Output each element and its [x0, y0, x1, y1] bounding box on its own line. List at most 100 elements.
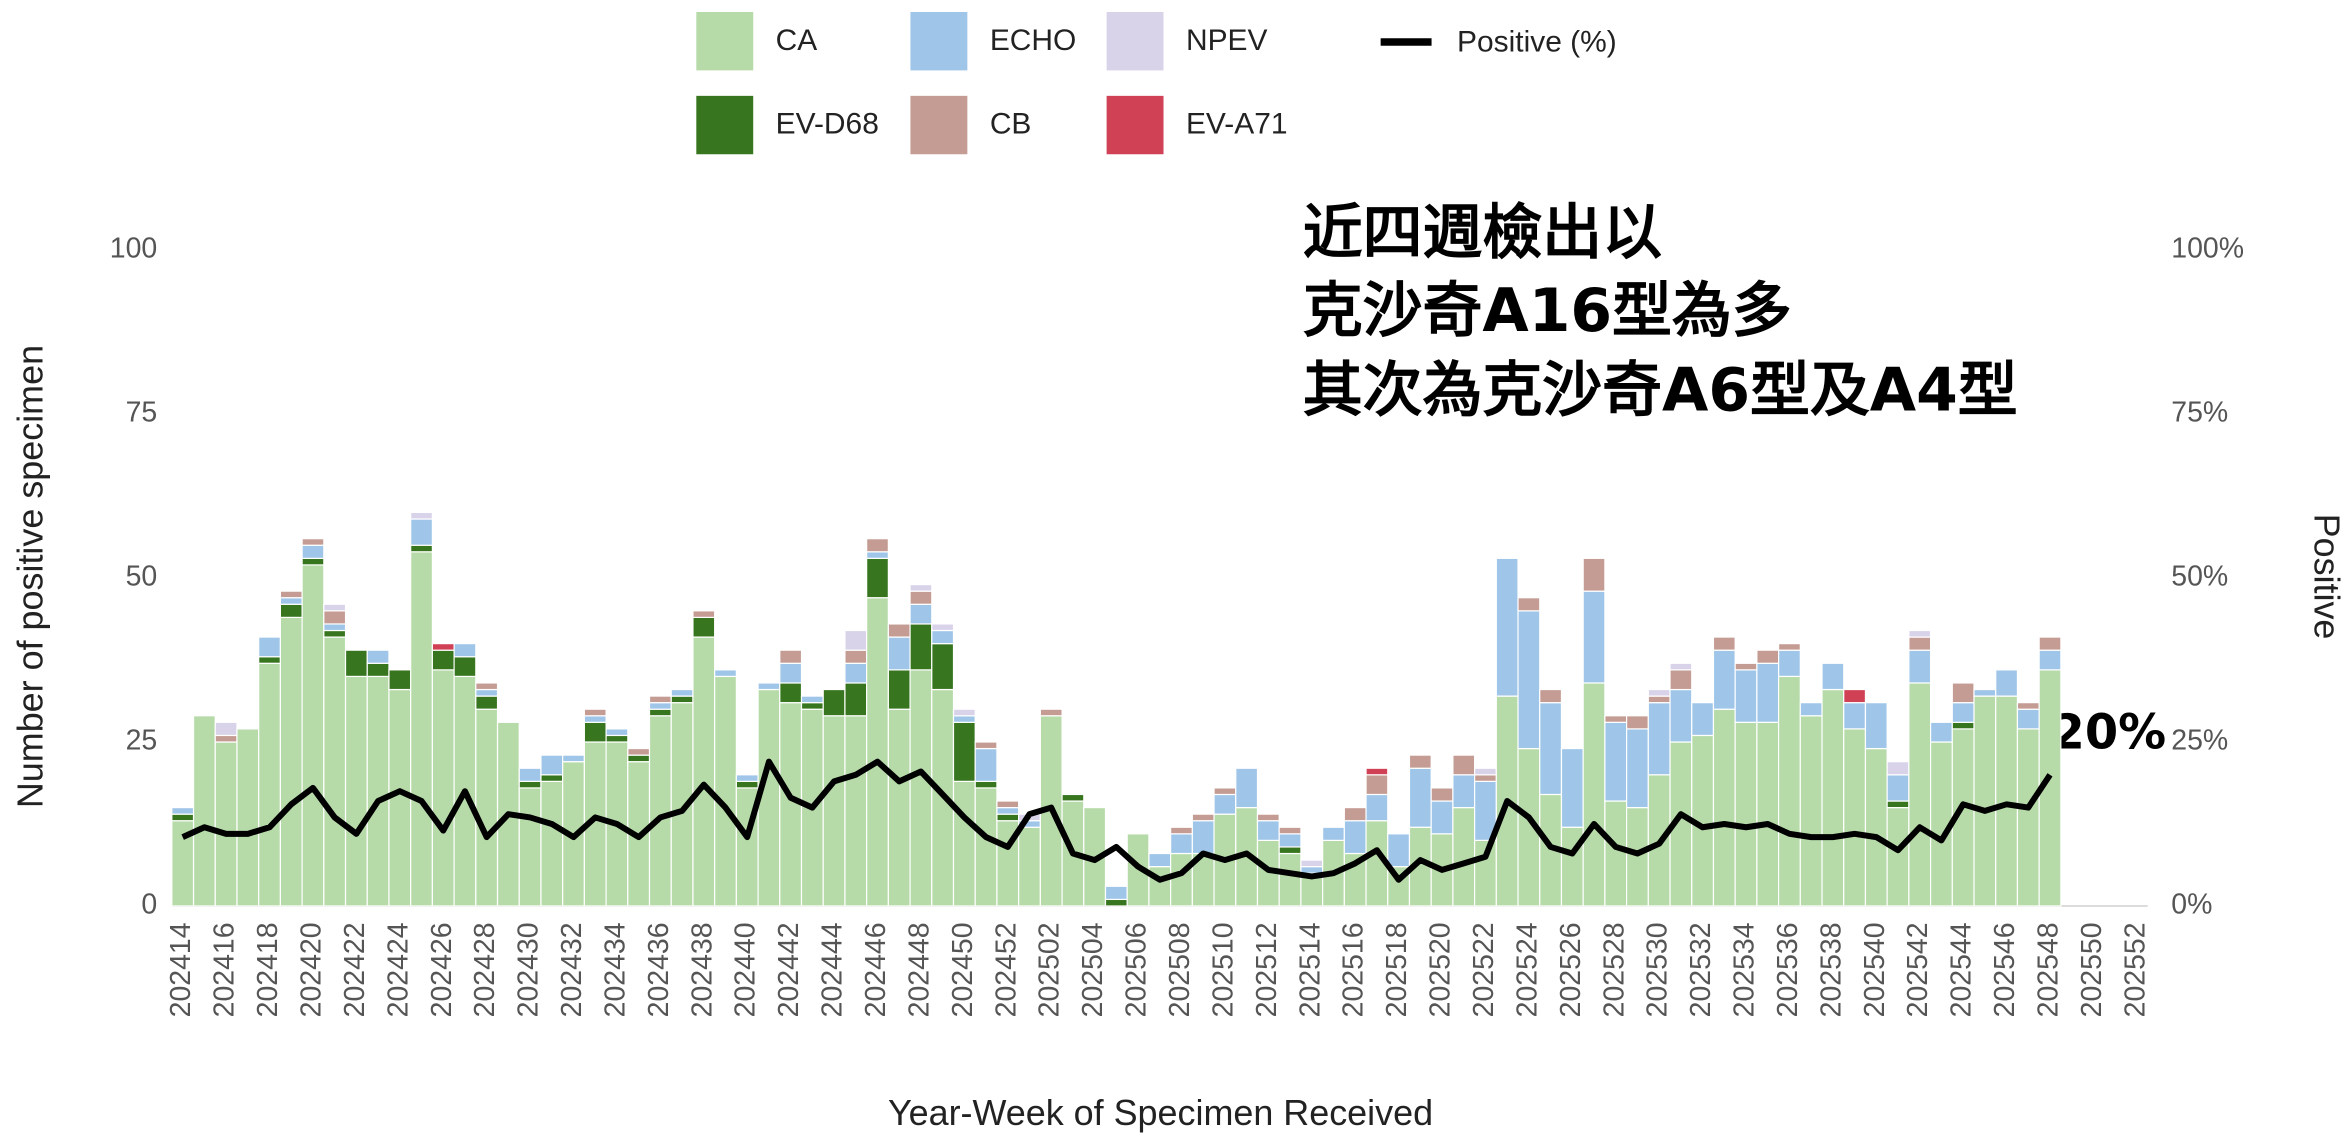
x-tick-label: 202536 — [1772, 922, 1804, 1017]
x-tick-label: 202548 — [2033, 922, 2065, 1017]
bar-segment — [866, 597, 889, 907]
bar-segment — [214, 734, 238, 743]
bar-segment — [562, 754, 585, 763]
bar-segment — [648, 715, 672, 907]
bar-segment — [1560, 747, 1584, 828]
bar-segment — [344, 675, 368, 907]
bar-segment — [1582, 557, 1606, 592]
bar-segment — [518, 780, 542, 789]
x-tick-label: 202516 — [1338, 922, 1370, 1017]
bar-segment — [779, 662, 803, 684]
bar-segment — [1712, 649, 1736, 710]
annotation: 克沙奇A16型為多 — [1303, 276, 1792, 346]
bar-segment — [931, 623, 955, 632]
bar-segment — [1951, 702, 1975, 723]
x-tick-label: 202546 — [1989, 922, 2021, 1017]
y-tick-label: 75 — [126, 397, 158, 429]
x-tick-label: 202448 — [903, 922, 935, 1017]
bar-segment — [1539, 688, 1563, 704]
bar-segment — [887, 708, 911, 907]
bar-segment — [258, 662, 281, 907]
bar-segment — [1213, 793, 1237, 815]
bar-segment — [1799, 715, 1823, 907]
bar-segment — [279, 590, 303, 599]
bar-segment — [475, 708, 499, 907]
bar-segment — [1408, 754, 1432, 769]
x-tick-label: 202430 — [513, 922, 545, 1017]
bar-segment — [1821, 662, 1845, 691]
bar-segment — [1582, 590, 1606, 684]
legend-label: EV-A71 — [1186, 108, 1288, 141]
bar-segment — [1886, 761, 1910, 776]
bar-segment — [1777, 643, 1801, 651]
bar-segment — [1495, 557, 1519, 697]
legend-label: CB — [990, 108, 1032, 141]
bar-segment — [996, 813, 1020, 822]
x-tick-label: 202446 — [860, 922, 892, 1017]
y2-tick-label: 100% — [2171, 233, 2244, 265]
bar-segment — [301, 538, 325, 546]
bar-segment — [410, 551, 433, 907]
x-tick-label: 202550 — [2076, 922, 2108, 1017]
bar-segment — [779, 649, 803, 664]
bar-segment — [1452, 774, 1476, 809]
bar-segment — [1517, 610, 1541, 750]
legend-swatch — [910, 95, 968, 155]
bar-segment — [714, 669, 737, 678]
bar-segment — [475, 688, 499, 697]
bar-segment — [1864, 747, 1888, 907]
bar-segment — [757, 682, 781, 691]
bar-segment — [909, 583, 933, 592]
x-tick-label: 202508 — [1164, 922, 1196, 1017]
bar-segment — [692, 610, 716, 618]
bar-segment — [605, 734, 629, 743]
bar-segment — [540, 774, 564, 782]
y-tick-label: 100 — [110, 233, 157, 265]
bar-segment — [1256, 820, 1280, 841]
x-tick-label: 202436 — [643, 922, 675, 1017]
bar-segment — [887, 636, 911, 671]
bar-segment — [192, 715, 216, 907]
x-tick-label: 202514 — [1294, 922, 1326, 1017]
bar-segment — [909, 623, 933, 671]
bar-segment — [323, 623, 347, 632]
bar-segment — [1886, 774, 1910, 802]
y-tick-label: 25 — [126, 725, 158, 757]
bar-segment — [214, 721, 238, 737]
bar-segment — [279, 616, 303, 907]
x-tick-label: 202450 — [947, 922, 979, 1017]
x-tick-label: 202432 — [556, 922, 588, 1017]
x-tick-label: 202538 — [1815, 922, 1847, 1017]
x-tick-label: 202438 — [686, 922, 718, 1017]
x-tick-label: 202524 — [1511, 922, 1543, 1017]
bar-segment — [1452, 806, 1476, 907]
bar-segment — [1278, 826, 1302, 835]
bar-segment — [366, 675, 390, 907]
bar-segment — [1170, 852, 1193, 907]
y2-tick-label: 0% — [2171, 888, 2212, 920]
bar-segment — [2038, 649, 2062, 671]
x-tick-label: 202424 — [382, 922, 414, 1017]
x-tick-label: 202532 — [1685, 922, 1717, 1017]
bar-segment — [670, 688, 694, 697]
bar-segment — [1734, 721, 1758, 907]
y-tick-label: 0 — [141, 888, 157, 920]
bar-segment — [1604, 800, 1628, 907]
bar-segment — [822, 688, 846, 717]
bar-segment — [1908, 629, 1932, 638]
x-tick-label: 202426 — [426, 922, 458, 1017]
bar-segment — [1756, 721, 1780, 907]
x-tick-label: 202428 — [469, 922, 501, 1017]
bar-segment — [1951, 682, 1975, 704]
legend-swatch — [1106, 11, 1164, 71]
bar-segment — [974, 747, 998, 782]
bar-segment — [1474, 767, 1497, 776]
legend-swatch — [696, 95, 754, 155]
bar-segment — [1343, 806, 1367, 822]
bar-segment — [996, 806, 1020, 815]
bar-segment — [2016, 728, 2040, 907]
bar-segment — [1821, 688, 1845, 907]
bar-segment — [388, 669, 412, 691]
bar-segment — [1430, 787, 1454, 802]
